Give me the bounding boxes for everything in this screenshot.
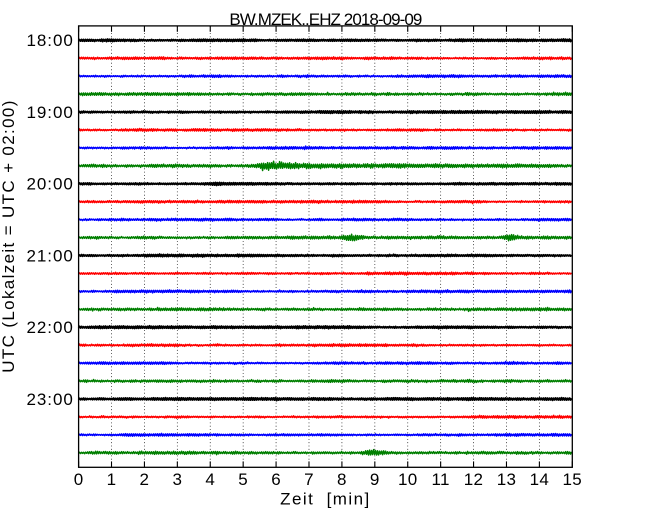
svg-text:11: 11	[432, 470, 450, 489]
svg-text:9: 9	[370, 470, 380, 489]
svg-text:5: 5	[238, 470, 248, 489]
svg-text:2: 2	[140, 470, 150, 489]
svg-text:23:00: 23:00	[27, 390, 74, 409]
svg-text:21:00: 21:00	[27, 246, 74, 265]
svg-text:6: 6	[271, 470, 281, 489]
svg-text:BW.MZEK..EHZ 2018-09-09: BW.MZEK..EHZ 2018-09-09	[229, 10, 422, 29]
svg-text:15: 15	[563, 470, 583, 489]
svg-text:10: 10	[398, 470, 418, 489]
svg-text:7: 7	[304, 470, 314, 489]
svg-text:13: 13	[497, 470, 517, 489]
svg-text:Zeit [min]: Zeit [min]	[280, 489, 371, 508]
svg-text:14: 14	[530, 470, 550, 489]
svg-text:4: 4	[205, 470, 215, 489]
svg-text:22:00: 22:00	[27, 318, 74, 337]
svg-text:12: 12	[464, 470, 484, 489]
svg-text:20:00: 20:00	[27, 175, 74, 194]
svg-text:18:00: 18:00	[27, 31, 74, 50]
svg-text:3: 3	[172, 470, 182, 489]
svg-text:19:00: 19:00	[27, 103, 74, 122]
svg-text:0: 0	[74, 470, 84, 489]
svg-text:UTC (Lokalzeit = UTC + 02:00): UTC (Lokalzeit = UTC + 02:00)	[0, 99, 18, 372]
svg-text:8: 8	[337, 470, 347, 489]
svg-text:1: 1	[107, 470, 117, 489]
